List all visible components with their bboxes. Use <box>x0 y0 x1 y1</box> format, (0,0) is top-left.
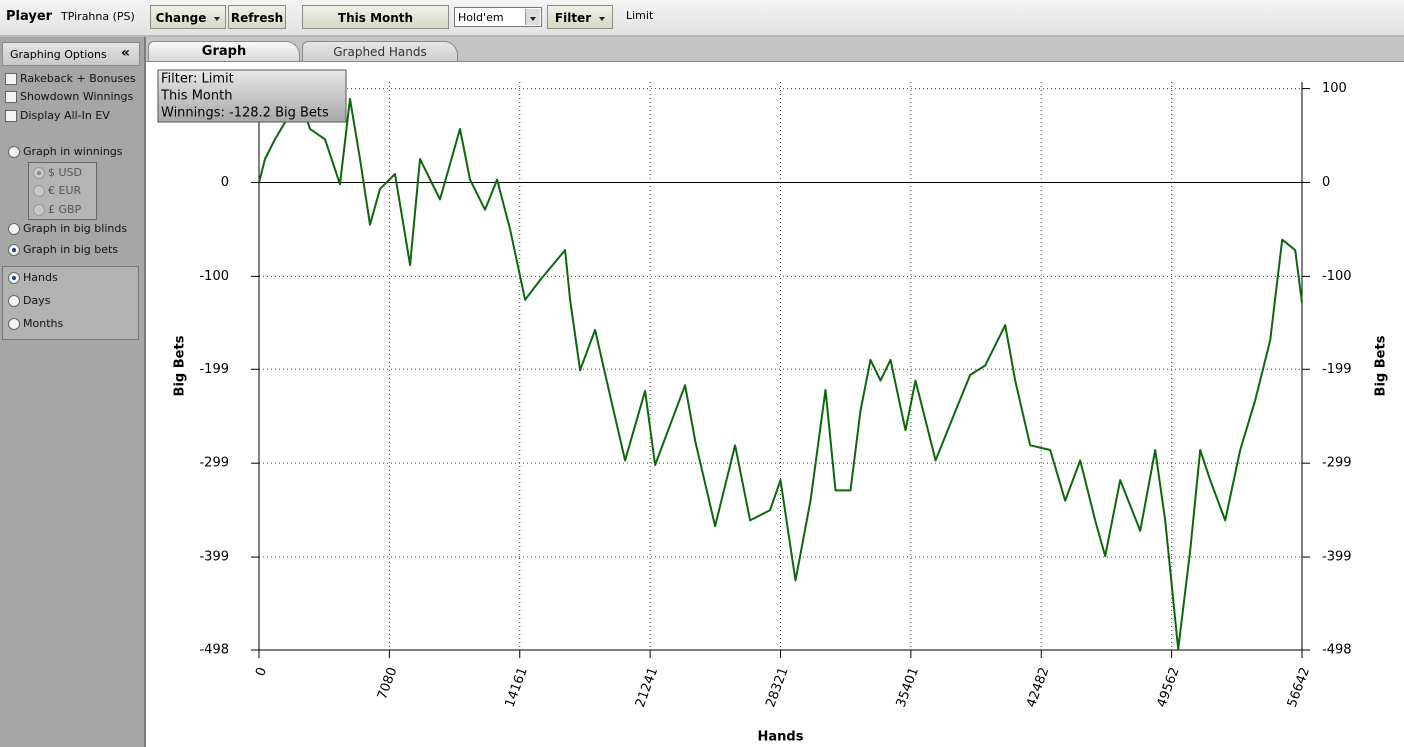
y2-tick-label: -299 <box>1322 456 1352 471</box>
select-value: Hold'em <box>458 11 504 24</box>
winnings-line <box>258 97 1303 651</box>
x-tick-label: 35401 <box>894 665 922 709</box>
option-label: Graph in winnings <box>23 145 123 158</box>
button-label: Filter <box>554 11 592 25</box>
check-mark <box>37 171 41 175</box>
option-label: € EUR <box>48 184 82 197</box>
y-axis-label: Big Bets <box>173 335 188 396</box>
radio-button[interactable] <box>8 272 20 284</box>
annotation-box <box>157 69 347 123</box>
radio-button[interactable] <box>8 146 20 158</box>
x-tick-label: 0 <box>253 665 270 678</box>
y2-axis-label: Big Bets <box>1374 335 1389 396</box>
annotation-line: This Month <box>160 89 232 104</box>
check-mark <box>12 248 16 252</box>
refresh-button[interactable]: Refresh <box>228 5 286 29</box>
button-label: Refresh <box>230 11 284 25</box>
y2-tick-label: -100 <box>1322 269 1352 284</box>
sidebar: Graphing Options « Rakeback + Bonuses Sho… <box>0 37 146 747</box>
x-tick-label: 21241 <box>633 665 661 709</box>
option-label: £ GBP <box>48 203 82 216</box>
sidebar-header: Graphing Options « <box>2 42 140 66</box>
x-tick-label: 42482 <box>1024 665 1052 709</box>
option-label: Showdown Winnings <box>20 90 134 103</box>
y2-tick-label: -199 <box>1322 362 1352 377</box>
period-button[interactable]: This Month <box>302 5 449 29</box>
radio-button <box>33 167 45 179</box>
option-label: Graph in big blinds <box>23 222 128 235</box>
x-tick-label: 56642 <box>1285 665 1313 709</box>
y-tick-label: -199 <box>199 362 229 377</box>
radio-button[interactable] <box>8 295 20 307</box>
y-tick-label: -299 <box>199 456 229 471</box>
option-label: Graph in big bets <box>23 243 119 256</box>
y-tick-label: -399 <box>199 550 229 565</box>
y2-tick-label: 0 <box>1322 175 1330 190</box>
button-label: This Month <box>337 11 414 25</box>
toolbar: Player TPirahna (PS) Change Refresh This… <box>0 0 1404 37</box>
x-axis-label: Hands <box>758 730 804 745</box>
axis-frame <box>258 82 1303 651</box>
arrow <box>530 17 536 21</box>
x-tick-label: 7080 <box>375 665 400 701</box>
tab[interactable]: Graph <box>148 41 300 61</box>
checkbox[interactable] <box>5 110 17 122</box>
x-tick-label: 28321 <box>763 665 791 709</box>
check-mark <box>12 276 16 280</box>
x-tick-label: 14161 <box>503 665 531 709</box>
plot: 10010000-100-100-199-199-299-299-399-399… <box>157 69 1389 745</box>
option-label: Rakeback + Bonuses <box>20 72 136 85</box>
option-label: $ USD <box>48 166 82 179</box>
radio-button[interactable] <box>8 244 20 256</box>
y2-tick-label: 100 <box>1322 81 1347 96</box>
filter-button[interactable]: Filter <box>547 5 613 29</box>
player-label: Player <box>6 9 53 24</box>
chart: 10010000-100-100-199-199-299-299-399-399… <box>157 69 1389 745</box>
y2-tick-label: -498 <box>1322 643 1352 658</box>
player-name: TPirahna (PS) <box>61 10 135 23</box>
option-label: Display All-In EV <box>20 109 110 122</box>
game-select[interactable]: Hold'em <box>454 7 542 27</box>
tab-strip: Graph Graphed Hands <box>146 37 1404 62</box>
dropdown-arrow <box>214 16 221 21</box>
select-arrow <box>525 9 540 25</box>
change-button[interactable]: Change <box>150 5 226 29</box>
checkbox[interactable] <box>5 91 17 103</box>
y-tick-label: 0 <box>221 175 229 190</box>
y2-tick-label: -399 <box>1322 550 1352 565</box>
axis-group <box>2 266 139 340</box>
radio-button[interactable] <box>8 223 20 235</box>
annotation-line: Winnings: -128.2 Big Bets <box>161 106 329 121</box>
filter-value: Limit <box>626 9 654 22</box>
collapse-button[interactable]: « <box>121 45 131 61</box>
option-label: Months <box>23 317 64 330</box>
tab[interactable]: Graphed Hands <box>302 41 458 61</box>
checkbox[interactable] <box>5 73 17 85</box>
x-tick-label: 49562 <box>1154 665 1182 709</box>
radio-button[interactable] <box>8 318 20 330</box>
y-tick-label: -100 <box>199 269 229 284</box>
sidebar-title: Graphing Options <box>10 48 107 61</box>
option-label: Hands <box>23 271 58 284</box>
radio-button <box>33 204 45 216</box>
radio-button <box>33 185 45 197</box>
y-tick-label: -498 <box>199 643 229 658</box>
button-label: Change <box>155 11 207 25</box>
option-label: Days <box>23 294 51 307</box>
dropdown-arrow <box>599 16 606 21</box>
annotation-line: Filter: Limit <box>161 72 234 87</box>
